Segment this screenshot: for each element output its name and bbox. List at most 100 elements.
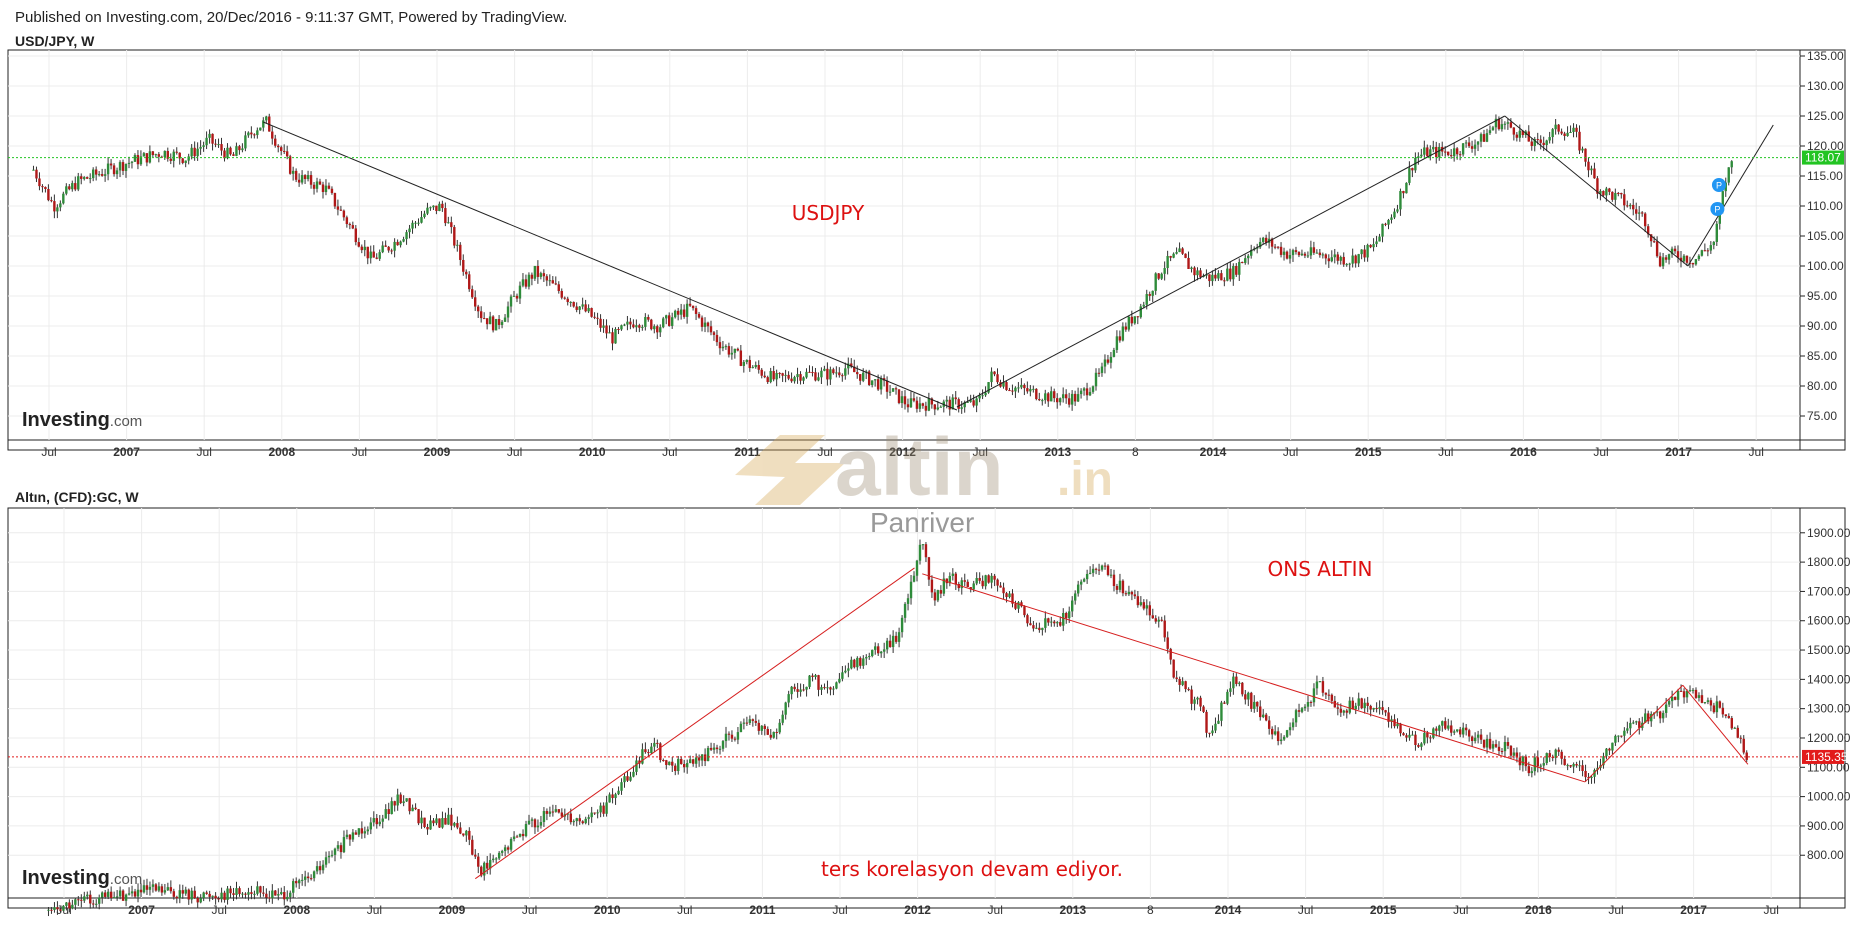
candle-body — [1348, 700, 1351, 713]
x-tick-label: Jul — [367, 903, 382, 917]
candle-body — [1476, 141, 1480, 145]
candle-body — [1112, 349, 1116, 357]
candle-body — [1262, 714, 1265, 718]
candle-body — [912, 398, 916, 401]
candle-body — [960, 580, 963, 589]
candle-body — [862, 658, 865, 666]
candle-body — [115, 170, 119, 175]
candle-body — [1235, 265, 1238, 275]
candle-body — [38, 178, 41, 187]
candle-body — [497, 319, 501, 325]
candle-body — [1578, 765, 1581, 767]
candle-body — [626, 776, 629, 781]
candle-body — [196, 898, 199, 903]
candle-body — [1590, 776, 1593, 779]
candle-body — [1423, 732, 1426, 744]
candle-body — [1360, 249, 1363, 255]
trendline[interactable] — [922, 573, 1586, 783]
candle-body — [1202, 706, 1205, 712]
candle-body — [1023, 384, 1026, 389]
candle-body — [871, 649, 874, 657]
candle-body — [229, 888, 232, 894]
candle-body — [1270, 728, 1274, 735]
candle-body — [1399, 723, 1402, 734]
x-tick-label: Jul — [41, 445, 56, 459]
trendline[interactable] — [1682, 684, 1749, 765]
x-tick-label: Jul — [662, 445, 677, 459]
gold-chart[interactable]: 1900.00 1800.00 1700.00 1600.00 1500.00 1400.… — [0, 507, 1851, 948]
trendline[interactable] — [1687, 124, 1774, 267]
candle-body — [554, 809, 558, 812]
candle-body — [1145, 294, 1148, 305]
candle-body — [960, 407, 963, 409]
candle-body — [1473, 144, 1477, 149]
x-tick-label: Jul — [817, 445, 832, 459]
candle-body — [223, 150, 226, 159]
candle-body — [494, 319, 498, 331]
candle-body — [468, 830, 471, 840]
event-marker[interactable] — [1710, 202, 1725, 216]
candle-body — [1241, 262, 1244, 264]
candle-body — [647, 317, 650, 320]
candle-body — [885, 640, 889, 650]
candle-body — [166, 887, 170, 891]
candle-body — [1094, 372, 1098, 387]
candle-body — [1676, 251, 1680, 258]
candle-body — [1715, 701, 1719, 713]
candle-body — [223, 892, 226, 900]
candle-body — [1587, 777, 1590, 779]
candle-body — [369, 251, 372, 259]
candle-body — [739, 350, 743, 366]
candle-body — [1250, 692, 1253, 709]
candle-body — [1694, 689, 1698, 698]
candle-body — [1050, 621, 1053, 623]
candle-body — [1638, 721, 1641, 728]
candle-body — [1461, 727, 1465, 735]
candle-body — [644, 749, 647, 753]
candle-body — [975, 578, 978, 584]
candle-body — [271, 131, 274, 139]
candle-body — [691, 305, 695, 309]
candle-body — [297, 179, 301, 183]
trendline[interactable] — [474, 567, 915, 880]
candle-body — [1581, 765, 1584, 771]
candle-body — [384, 245, 387, 247]
candle-body — [1494, 744, 1498, 747]
candle-body — [515, 295, 519, 299]
candle-body — [1387, 219, 1390, 225]
trendline[interactable] — [1504, 115, 1689, 267]
trendline[interactable] — [956, 115, 1506, 408]
x-tick-label: Jul — [1608, 903, 1623, 917]
candle-body — [545, 276, 549, 281]
candle-body — [1467, 730, 1471, 737]
candle-body — [238, 888, 241, 895]
candle-body — [1229, 268, 1232, 280]
event-marker[interactable] — [1711, 178, 1726, 192]
usdjpy-chart[interactable]: 135.00 130.00 125.00 120.00 115.00 110.00 105.… — [0, 49, 1851, 480]
candle-body — [253, 134, 256, 136]
candle-body — [1461, 143, 1465, 155]
candle-body — [736, 348, 740, 351]
candle-body — [208, 133, 211, 138]
candle-body — [623, 776, 626, 783]
candle-body — [903, 603, 907, 618]
trendline[interactable] — [262, 121, 958, 411]
candle-body — [1011, 390, 1014, 392]
last-price-label: 1135.35 — [1805, 750, 1848, 764]
candle-body — [408, 228, 411, 233]
candle-body — [1572, 127, 1575, 133]
candle-body — [1357, 698, 1360, 706]
candle-body — [888, 391, 892, 393]
candle-body — [1020, 384, 1023, 388]
candle-body — [679, 309, 683, 315]
candle-body — [1214, 274, 1217, 279]
candle-body — [1509, 745, 1513, 756]
candle-body — [1664, 257, 1668, 260]
candle-body — [1059, 622, 1062, 626]
trendline[interactable] — [1584, 684, 1684, 783]
candle-body — [1512, 127, 1516, 135]
candle-body — [814, 675, 817, 677]
candle-body — [963, 402, 966, 408]
candle-body — [450, 222, 453, 228]
candle-body — [500, 321, 504, 325]
